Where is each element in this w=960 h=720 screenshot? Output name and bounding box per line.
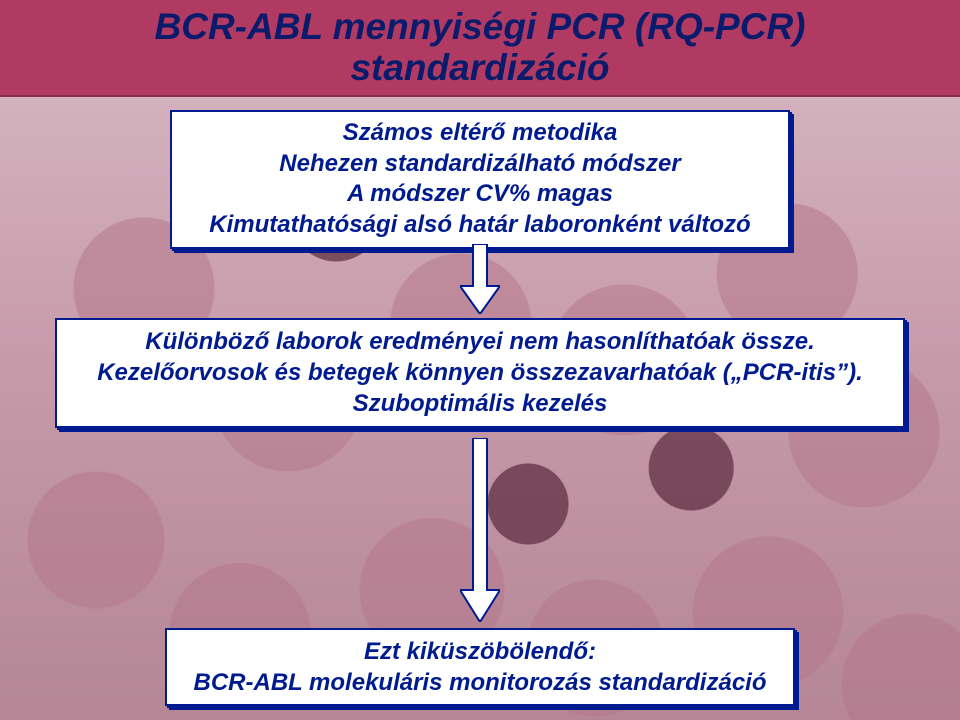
arrow-down-icon [460,244,500,314]
arrow-down-1 [460,244,500,314]
slide: BCR-ABL mennyiségi PCR (RQ-PCR) standard… [0,0,960,720]
content-box-1: Számos eltérő metodika Nehezen standardi… [170,110,790,249]
arrow-down-2 [460,438,500,622]
content-box-1-text: Számos eltérő metodika Nehezen standardi… [186,118,774,241]
slide-title: BCR-ABL mennyiségi PCR (RQ-PCR) standard… [0,6,960,89]
content-box-2: Különböző laborok eredményei nem hasonlí… [55,318,905,428]
title-band: BCR-ABL mennyiségi PCR (RQ-PCR) standard… [0,0,960,97]
content-box-3-text: Ezt kiküszöbölendő: BCR-ABL molekuláris … [181,636,779,698]
arrow-down-icon [460,438,500,622]
content-box-2-text: Különböző laborok eredményei nem hasonlí… [71,326,889,420]
content-box-3: Ezt kiküszöbölendő: BCR-ABL molekuláris … [165,628,795,706]
